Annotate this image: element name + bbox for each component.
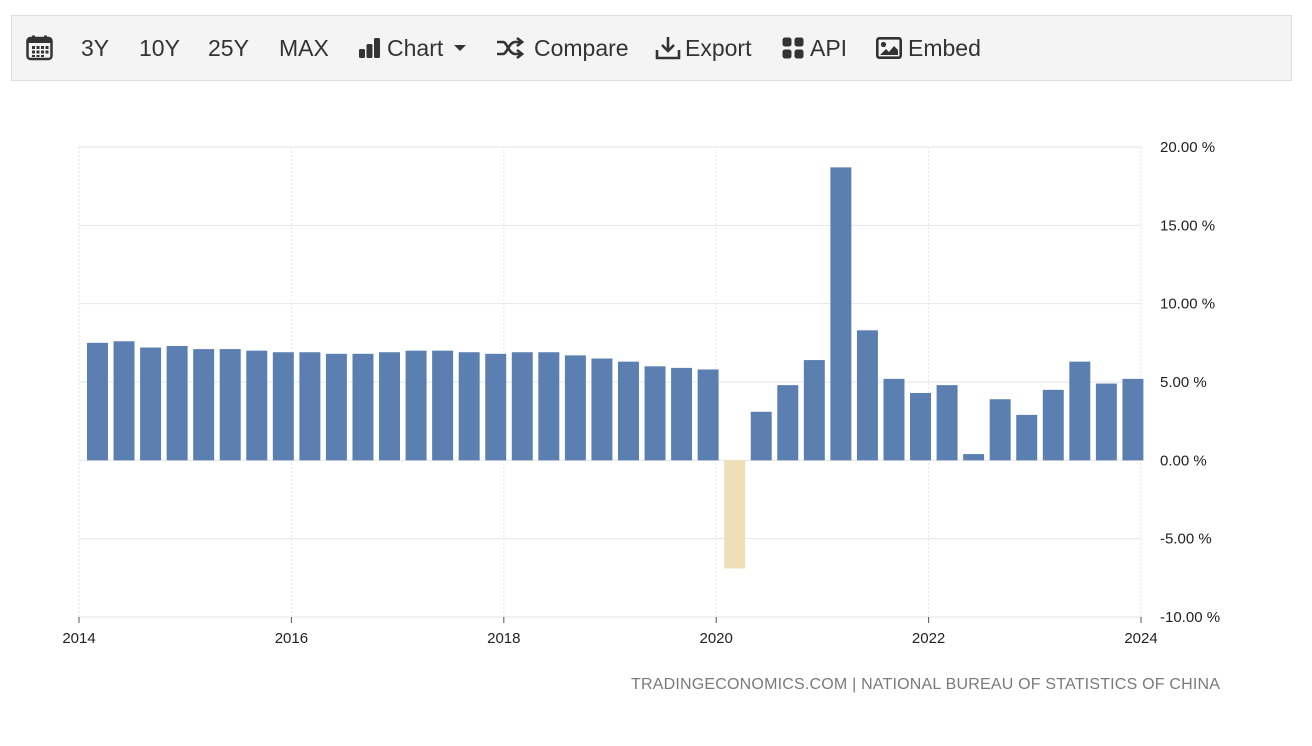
bar[interactable] <box>219 349 241 461</box>
bar[interactable] <box>910 392 932 461</box>
x-tick-label: 2024 <box>1124 630 1157 647</box>
y-tick-label: 10.00 % <box>1160 296 1215 313</box>
x-tick-label: 2016 <box>275 630 308 647</box>
bar[interactable] <box>724 460 746 569</box>
bar[interactable] <box>352 353 374 461</box>
grid-icon <box>782 37 804 59</box>
bar[interactable] <box>750 411 772 461</box>
bar[interactable] <box>325 353 347 461</box>
api-button[interactable]: API <box>782 16 847 80</box>
range-25y-button[interactable]: 25Y <box>208 16 249 80</box>
bar[interactable] <box>166 345 188 461</box>
bar[interactable] <box>989 399 1011 461</box>
embed-button[interactable]: Embed <box>876 16 981 80</box>
bar[interactable] <box>1069 361 1091 461</box>
bar[interactable] <box>1016 414 1038 461</box>
x-tick-label: 2014 <box>62 630 95 647</box>
y-tick-label: -5.00 % <box>1160 531 1212 548</box>
bar[interactable] <box>591 358 613 461</box>
embed-label: Embed <box>908 34 981 61</box>
export-button[interactable]: Export <box>655 16 751 80</box>
bar[interactable] <box>1095 383 1117 461</box>
bar[interactable] <box>432 350 454 461</box>
bar[interactable] <box>113 341 135 461</box>
bar[interactable] <box>193 349 215 461</box>
compare-button[interactable]: Compare <box>496 16 629 80</box>
bar[interactable] <box>617 361 639 461</box>
chart-type-label: Chart <box>387 34 444 61</box>
y-tick-label: 0.00 % <box>1160 452 1207 469</box>
bar[interactable] <box>697 369 719 461</box>
bar[interactable] <box>777 385 799 461</box>
calendar-icon <box>26 35 53 61</box>
bar[interactable] <box>830 167 852 461</box>
bar[interactable] <box>538 352 560 461</box>
bar[interactable] <box>86 342 108 461</box>
bar[interactable] <box>883 378 905 461</box>
y-tick-label: 5.00 % <box>1160 374 1207 391</box>
bar[interactable] <box>856 330 878 461</box>
bar[interactable] <box>405 350 427 461</box>
bar[interactable] <box>458 352 480 461</box>
bar[interactable] <box>564 355 586 461</box>
y-tick-label: 20.00 % <box>1160 139 1215 156</box>
compare-label: Compare <box>534 34 629 61</box>
api-label: API <box>810 34 848 61</box>
bar[interactable] <box>140 347 162 461</box>
bar[interactable] <box>936 385 958 461</box>
bar[interactable] <box>1122 378 1144 461</box>
bar[interactable] <box>379 352 401 461</box>
range-25y-label: 25Y <box>208 34 249 61</box>
export-label: Export <box>685 34 752 61</box>
caret-down-icon <box>454 45 467 51</box>
y-tick-label: 15.00 % <box>1160 217 1215 234</box>
range-max-button[interactable]: MAX <box>279 16 329 80</box>
range-max-label: MAX <box>279 34 329 61</box>
bar[interactable] <box>1042 389 1064 461</box>
bar[interactable] <box>963 454 985 461</box>
range-10y-button[interactable]: 10Y <box>139 16 180 80</box>
chart-toolbar: 3Y 10Y 25Y MAX Chart Compare <box>11 15 1292 81</box>
download-icon <box>655 37 681 60</box>
bar-chart-icon <box>359 38 380 58</box>
range-10y-label: 10Y <box>139 34 180 61</box>
calendar-button[interactable] <box>26 16 53 80</box>
bar[interactable] <box>246 350 268 461</box>
bar[interactable] <box>272 352 294 461</box>
range-3y-button[interactable]: 3Y <box>81 16 109 80</box>
shuffle-icon <box>497 37 524 59</box>
bar[interactable] <box>299 352 321 461</box>
x-tick-label: 2018 <box>487 630 520 647</box>
bar[interactable] <box>485 353 507 461</box>
x-tick-label: 2020 <box>700 630 733 647</box>
bar[interactable] <box>511 352 533 461</box>
bar[interactable] <box>644 366 666 461</box>
x-tick-label: 2022 <box>912 630 945 647</box>
bar[interactable] <box>671 367 693 461</box>
y-tick-label: -10.00 % <box>1160 609 1220 626</box>
range-3y-label: 3Y <box>81 34 110 61</box>
image-icon <box>876 37 902 59</box>
chart-type-dropdown[interactable]: Chart <box>358 16 467 80</box>
bar[interactable] <box>803 360 825 461</box>
source-attribution: TRADINGECONOMICS.COM | NATIONAL BUREAU O… <box>631 676 1221 693</box>
